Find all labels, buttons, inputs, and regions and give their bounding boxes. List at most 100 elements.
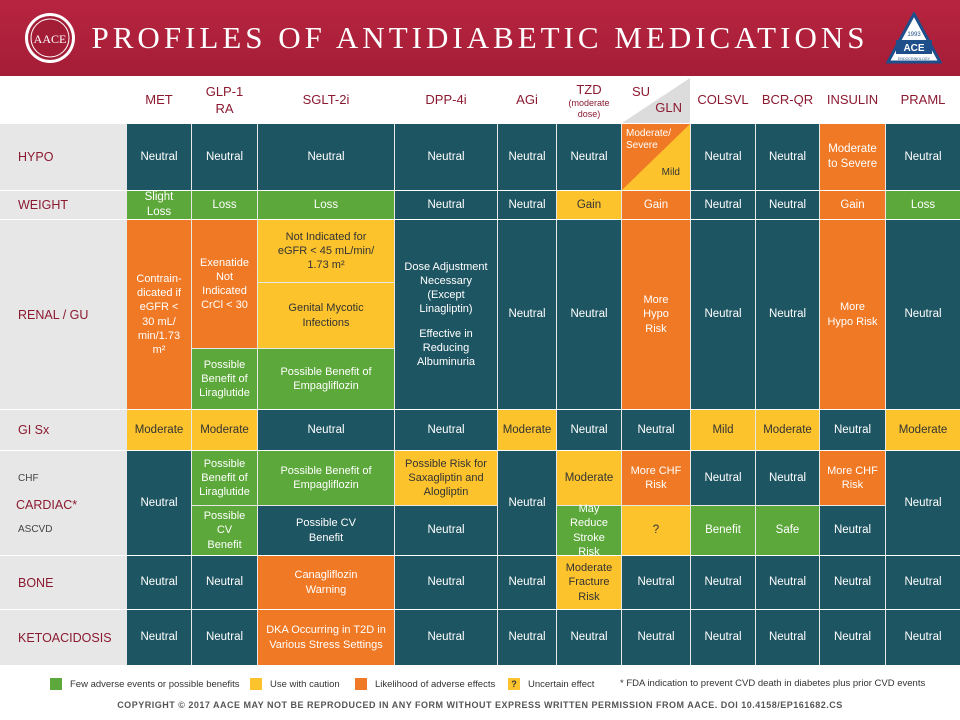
cell-cardiac-bcrqr-chf: Neutral [756,451,819,505]
cell-gi-bcrqr: Moderate [756,410,819,450]
legend-label-caution: Use with caution [270,678,340,690]
cell-weight-insulin: Gain [820,191,885,219]
su-gln-divider-icon [622,78,690,123]
legend-footnote: * FDA indication to prevent CVD death in… [620,678,926,689]
cell-cardiac-bcrqr-ascvd: Safe [756,506,819,555]
cell-cardiac-colsvl-chf: Neutral [691,451,755,505]
cell-cardiac-dpp4-chf: Possible Risk for Saxagliptin and Alogli… [395,451,497,505]
cell-hypo-glp1: Neutral [192,124,257,190]
cell-gi-glp1: Moderate [192,410,257,450]
cell-renal-insulin: More Hypo Risk [820,220,885,409]
cell-keto-met: Neutral [127,610,191,665]
cell-renal-sglt2-empagliflozin: Possible Benefit of Empagliflozin [258,349,394,409]
cell-cardiac-su-chf: More CHF Risk [622,451,690,505]
legend-label-adverse: Likelihood of adverse effects [375,678,496,690]
cell-hypo-colsvl: Neutral [691,124,755,190]
column-header-met: MET [145,92,173,108]
cell-hypo-bcrqr: Neutral [756,124,819,190]
page-title: PROFILES OF ANTIDIABETIC MEDICATIONS [91,20,869,55]
cell-keto-dpp4: Neutral [395,610,497,665]
cell-hypo-agi: Neutral [498,124,556,190]
cell-bone-agi: Neutral [498,556,556,609]
copyright-footer: COPYRIGHT © 2017 AACE MAY NOT BE REPRODU… [117,700,843,710]
cell-keto-su: Neutral [622,610,690,665]
cell-cardiac-insulin-chf: More CHF Risk [820,451,885,505]
cell-renal-agi: Neutral [498,220,556,409]
cell-cardiac-tzd-chf: Moderate [557,451,621,505]
column-header-colsvl: COLSVL [697,92,749,108]
cell-renal-glp1-liraglutide: Possible Benefit of Liraglutide [192,349,257,409]
cell-cardiac-agi: Neutral [498,451,556,555]
hypo-su-gln-split-icon [622,124,690,190]
cell-weight-agi: Neutral [498,191,556,219]
cell-renal-sglt2-egfr: Not Indicated for eGFR < 45 mL/min/ 1.73… [258,220,394,282]
ace-logo-text: ACE [903,43,924,54]
cell-gi-su: Neutral [622,410,690,450]
cell-gi-praml: Moderate [886,410,960,450]
cell-gi-insulin: Neutral [820,410,885,450]
cell-hypo-sglt2: Neutral [258,124,394,190]
cell-hypo-su: Moderate/ Severe [626,128,672,151]
cell-bone-su: Neutral [622,556,690,609]
cell-hypo-gln: Mild [661,167,680,179]
legend-item-caution: Use with caution [250,678,340,690]
cell-keto-praml: Neutral [886,610,960,665]
cell-bone-bcrqr: Neutral [756,556,819,609]
legend-swatch-orange [355,678,367,690]
cell-keto-sglt2: DKA Occurring in T2D in Various Stress S… [258,610,394,665]
cell-weight-praml: Loss [886,191,960,219]
column-header-tzd: TZD (moderate dose) [557,78,621,123]
legend-label-uncertain: Uncertain effect [528,678,595,690]
row-label-keto: KETOACIDOSIS [18,630,112,645]
column-header-tzd-label: TZD [576,81,602,97]
cell-bone-dpp4: Neutral [395,556,497,609]
cell-renal-met: Contrain-dicated if eGFR < 30 mL/ min/1.… [127,220,191,409]
column-header-dpp4: DPP-4i [425,92,467,108]
cell-gi-agi: Moderate [498,410,556,450]
column-header-su: SU [632,84,651,99]
cell-weight-sglt2: Loss [258,191,394,219]
legend-item-adverse: Likelihood of adverse effects [355,678,495,690]
row-label-bone: BONE [18,575,54,590]
cell-keto-tzd: Neutral [557,610,621,665]
ace-logo-icon: 1993 ACE ENDOCRINOLOGY [886,12,942,64]
cell-hypo-praml: Neutral [886,124,960,190]
row-label-weight: WEIGHT [18,198,68,212]
cell-keto-glp1: Neutral [192,610,257,665]
column-header-su-gln: SU GLN [622,78,690,123]
column-header-agi: AGi [516,92,538,108]
cell-renal-dpp4-albuminuria: Effective in Reducing Albuminuria [416,327,476,368]
medication-table: MET GLP-1 RA SGLT-2i DPP-4i AGi TZD (mod… [0,78,960,668]
column-header-tzd-sublabel: (moderate dose) [568,98,610,119]
column-header-insulin: INSULIN [826,92,879,108]
cell-cardiac-sglt2-ascvd: Possible CV Benefit [258,506,394,555]
row-label-gi: GI Sx [18,423,50,437]
cell-hypo-met: Neutral [127,124,191,190]
legend-swatch-green [50,678,62,690]
title-banner: AACE PROFILES OF ANTIDIABETIC MEDICATION… [0,0,960,76]
cell-hypo-su-gln: Moderate/ Severe Mild [622,124,690,190]
cell-renal-dpp4: Dose Adjustment Necessary (Except Linagl… [395,220,497,409]
cell-keto-agi: Neutral [498,610,556,665]
legend-label-benefit: Few adverse events or possible benefits [70,678,240,690]
legend: Few adverse events or possible benefits … [0,674,960,694]
cell-weight-su: Gain [622,191,690,219]
cell-renal-colsvl: Neutral [691,220,755,409]
cell-gi-met: Moderate [127,410,191,450]
cell-bone-tzd: Moderate Fracture Risk [557,556,621,609]
legend-swatch-yellow [250,678,262,690]
cell-bone-insulin: Neutral [820,556,885,609]
cell-keto-insulin: Neutral [820,610,885,665]
cell-renal-praml: Neutral [886,220,960,409]
cell-gi-sglt2: Neutral [258,410,394,450]
cell-cardiac-sglt2-chf: Possible Benefit of Empagliflozin [258,451,394,505]
cell-cardiac-glp1-ascvd: Possible CV Benefit [192,506,257,555]
cell-gi-tzd: Neutral [557,410,621,450]
cell-weight-met: Slight Loss [127,191,191,219]
cell-gi-dpp4: Neutral [395,410,497,450]
cell-cardiac-colsvl-ascvd: Benefit [691,506,755,555]
cell-weight-dpp4: Neutral [395,191,497,219]
cell-renal-bcrqr: Neutral [756,220,819,409]
cell-renal-su: More Hypo Risk [622,220,690,409]
